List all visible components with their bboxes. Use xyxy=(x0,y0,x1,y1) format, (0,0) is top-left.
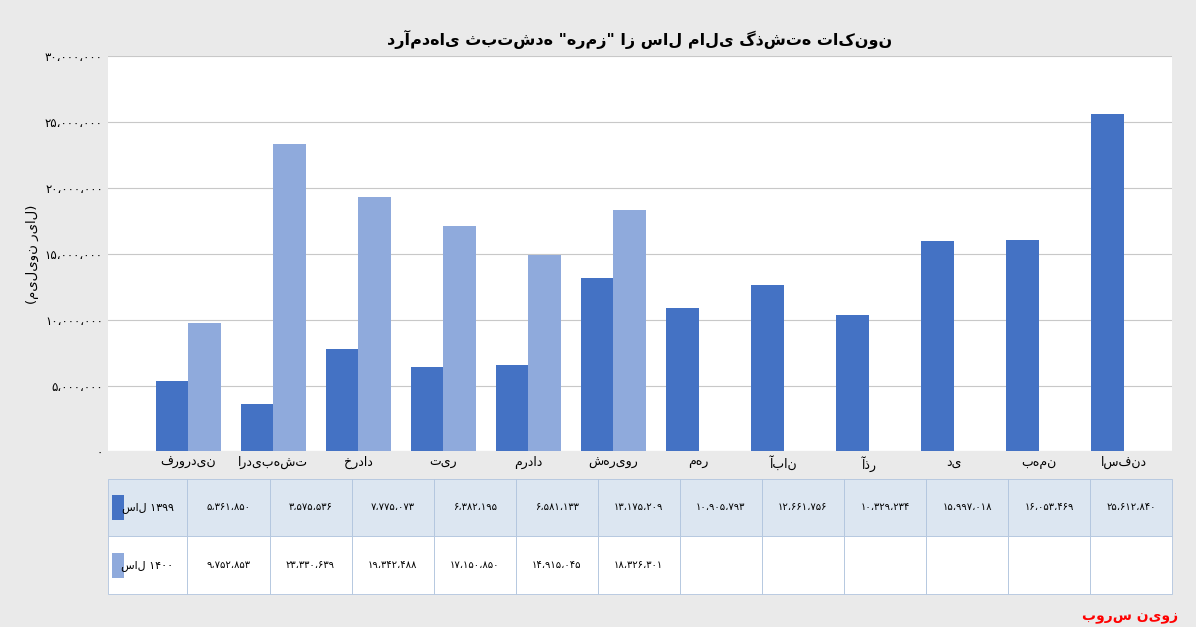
Bar xyxy=(242,404,274,451)
Bar xyxy=(1092,114,1124,451)
Text: ۱۴،۹۱۵،۰۴۵: ۱۴،۹۱۵،۰۴۵ xyxy=(532,561,581,571)
Bar xyxy=(1008,537,1090,594)
Bar xyxy=(411,367,444,451)
Bar xyxy=(274,144,306,451)
Bar xyxy=(434,478,515,537)
Bar xyxy=(844,537,926,594)
Bar xyxy=(598,478,679,537)
Bar xyxy=(529,255,561,451)
Bar xyxy=(762,537,844,594)
Text: ۶،۳۸۲،۱۹۵: ۶،۳۸۲،۱۹۵ xyxy=(452,502,496,512)
Bar xyxy=(581,278,614,451)
Title: درآمدهای ثبتشده "هرمز" از سال مالی گذشته تاکنون: درآمدهای ثبتشده "هرمز" از سال مالی گذشته… xyxy=(388,30,892,50)
Text: ۱۰،۳۲۹،۲۳۴: ۱۰،۳۲۹،۲۳۴ xyxy=(860,502,909,512)
Bar xyxy=(327,349,359,451)
Bar xyxy=(1008,478,1090,537)
Text: ۲۵،۶۱۲،۸۴۰: ۲۵،۶۱۲،۸۴۰ xyxy=(1106,502,1155,512)
Text: ۹،۷۵۲،۸۵۳: ۹،۷۵۲،۸۵۳ xyxy=(207,561,250,571)
Bar xyxy=(515,537,598,594)
Bar xyxy=(188,323,220,451)
Bar xyxy=(679,478,762,537)
Legend: سال ۱۴۰۰, سال ۱۳۹۹: سال ۱۴۰۰, سال ۱۳۹۹ xyxy=(539,500,740,524)
Bar xyxy=(926,478,1008,537)
Bar xyxy=(762,478,844,537)
Text: سال ۱۴۰۰: سال ۱۴۰۰ xyxy=(122,560,173,571)
Text: بورس نیوز: بورس نیوز xyxy=(1082,610,1178,624)
Bar xyxy=(352,537,434,594)
Bar xyxy=(269,537,352,594)
Text: ۱۹،۳۴۲،۴۸۸: ۱۹،۳۴۲،۴۸۸ xyxy=(368,561,417,571)
Text: ۱۶،۰۵۳،۴۶۹: ۱۶،۰۵۳،۴۶۹ xyxy=(1024,502,1074,512)
Bar xyxy=(836,315,868,451)
Bar xyxy=(108,478,188,537)
Bar xyxy=(108,537,188,594)
Text: ۱۵،۹۹۷،۰۱۸: ۱۵،۹۹۷،۰۱۸ xyxy=(942,502,991,512)
Bar xyxy=(926,537,1008,594)
Bar xyxy=(921,241,953,451)
Bar xyxy=(496,365,529,451)
Text: ۳،۵۷۵،۵۳۶: ۳،۵۷۵،۵۳۶ xyxy=(288,502,332,512)
Text: ۱۷،۱۵۰،۸۵۰: ۱۷،۱۵۰،۸۵۰ xyxy=(450,561,500,571)
Bar xyxy=(359,197,391,451)
Y-axis label: (میلیون ریال): (میلیون ریال) xyxy=(26,204,39,303)
Text: ۱۰،۹۰۵،۷۹۳: ۱۰،۹۰۵،۷۹۳ xyxy=(696,502,745,512)
Text: ۱۸،۳۲۶،۳۰۱: ۱۸،۳۲۶،۳۰۱ xyxy=(614,561,664,571)
Bar xyxy=(844,478,926,537)
Bar xyxy=(352,478,434,537)
Bar xyxy=(666,308,698,451)
Bar xyxy=(269,478,352,537)
Bar xyxy=(111,553,124,578)
Bar xyxy=(751,285,783,451)
Text: ۲۳،۳۳۰،۶۳۹: ۲۳،۳۳۰،۶۳۹ xyxy=(286,561,335,571)
Bar xyxy=(614,210,646,451)
Bar xyxy=(111,495,124,520)
Bar xyxy=(679,537,762,594)
Bar xyxy=(434,537,515,594)
Bar xyxy=(188,478,269,537)
Text: ۱۲،۶۶۱،۷۵۶: ۱۲،۶۶۱،۷۵۶ xyxy=(779,502,828,512)
Text: سال ۱۳۹۹: سال ۱۳۹۹ xyxy=(122,502,173,513)
Text: ۷،۷۷۵،۰۷۳: ۷،۷۷۵،۰۷۳ xyxy=(371,502,415,512)
Bar xyxy=(598,537,679,594)
Bar xyxy=(188,537,269,594)
Text: ۵،۳۶۱،۸۵۰: ۵،۳۶۱،۸۵۰ xyxy=(207,502,250,512)
Bar xyxy=(1006,240,1038,451)
Bar xyxy=(444,226,476,451)
Bar xyxy=(1090,537,1172,594)
Bar xyxy=(1090,478,1172,537)
Bar xyxy=(515,478,598,537)
Text: ۱۳،۱۷۵،۲۰۹: ۱۳،۱۷۵،۲۰۹ xyxy=(614,502,664,512)
Text: ۶،۵۸۱،۱۳۳: ۶،۵۸۱،۱۳۳ xyxy=(535,502,579,512)
Bar xyxy=(155,381,188,451)
